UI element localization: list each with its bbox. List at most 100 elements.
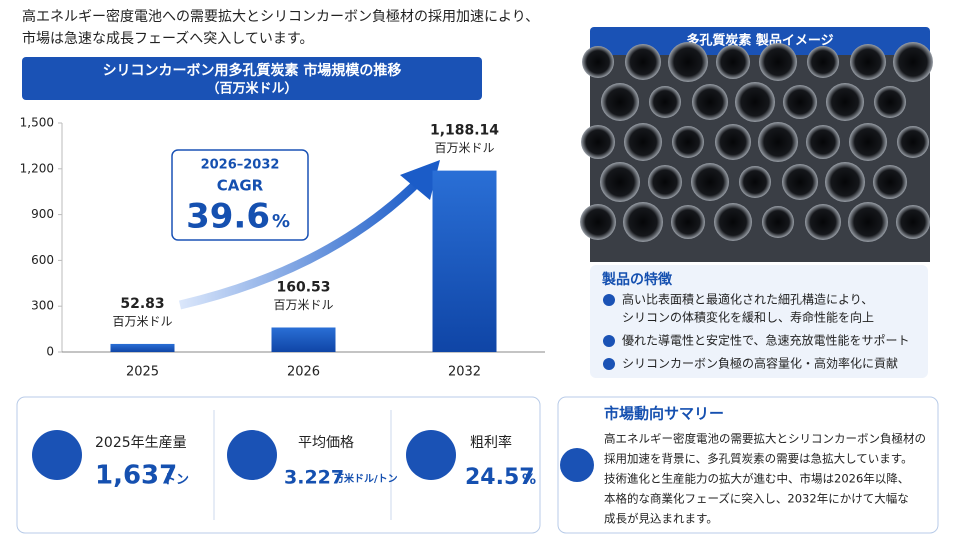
summary-line: 技術進化と生産能力の拡大が進む中、市場は2026年以降、 [604, 472, 909, 486]
pore [825, 162, 865, 202]
pore [671, 205, 705, 239]
cagr-unit: % [272, 211, 290, 232]
feature-text: 優れた導電性と安定性で、急速充放電性能をサポート [622, 333, 910, 348]
pore [668, 42, 708, 82]
arrow-head [400, 160, 440, 200]
pore [758, 122, 798, 162]
pore [691, 163, 729, 201]
kpi-unit: 万米ドル/トン [333, 472, 398, 485]
pore [759, 43, 797, 81]
pore [807, 46, 839, 78]
y-tick-label: 900 [31, 207, 54, 221]
pore [874, 86, 906, 118]
pore [581, 125, 615, 159]
chart-title-banner [22, 57, 482, 100]
pore [580, 204, 616, 240]
kpi-unit: % [522, 472, 536, 488]
x-tick-label: 2026 [287, 365, 320, 380]
profit-icon [406, 430, 456, 480]
pore [805, 204, 841, 240]
pore [806, 125, 840, 159]
kpi-unit: トン [163, 473, 189, 488]
pore [649, 86, 681, 118]
features-box [590, 265, 928, 378]
pore [735, 82, 775, 122]
kpi-value: 1,637 [95, 461, 177, 491]
summary-title: 市場動向サマリー [604, 405, 724, 423]
feature-text: シリコンの体積変化を緩和し、寿命性能を向上 [622, 310, 874, 325]
cagr-period: 2026–2032 [201, 158, 280, 173]
summary-line: 採用加速を背景に、多孔質炭素の需要は急拡大しています。 [604, 452, 913, 466]
value-label: 52.83 [120, 296, 164, 312]
x-tick-label: 2025 [126, 365, 159, 380]
bar [432, 170, 497, 352]
pore [715, 124, 751, 160]
pore [648, 165, 682, 199]
pore [849, 123, 887, 161]
pore [624, 123, 662, 161]
summary-line: 成長が見込まれます。 [604, 512, 718, 526]
chart-subtitle: （百万米ドル） [206, 81, 297, 97]
pore [601, 83, 639, 121]
bar [271, 327, 336, 352]
cagr-value: 39.6 [186, 197, 270, 237]
value-unit: 百万米ドル [434, 141, 494, 155]
y-tick-label: 600 [31, 253, 54, 267]
pore [716, 45, 750, 79]
bar [110, 343, 175, 352]
kpi-value: 3.227 [284, 467, 344, 489]
cagr-box [171, 149, 309, 241]
pore [623, 202, 663, 242]
y-tick-label: 1,200 [20, 161, 54, 175]
check-icon [603, 358, 615, 370]
pore [582, 46, 614, 78]
value-label: 1,188.14 [430, 123, 499, 139]
pore [714, 203, 752, 241]
pore [826, 83, 864, 121]
pore [873, 165, 907, 199]
y-tick-label: 1,500 [20, 116, 54, 130]
pore [739, 166, 771, 198]
header-line: 市場は急速な成長フェーズへ突入しています。 [22, 30, 313, 47]
pore [672, 126, 704, 158]
features-title: 製品の特徴 [601, 271, 673, 288]
pore [897, 126, 929, 158]
header-line: 高エネルギー密度電池への需要拡大とシリコンカーボン負極材の採用加速により、 [22, 8, 539, 25]
pore [600, 162, 640, 202]
check-icon [603, 294, 615, 306]
pores [580, 42, 933, 242]
pore [848, 202, 888, 242]
pore [783, 85, 817, 119]
price-icon [227, 430, 277, 480]
value-label: 160.53 [276, 279, 330, 295]
pore [782, 164, 818, 200]
pore [625, 44, 661, 80]
pore [850, 44, 886, 80]
image-title: 多孔質炭素 製品イメージ [686, 33, 833, 49]
value-unit: 百万米ドル [273, 298, 333, 312]
summary-line: 本格的な商業化フェーズに突入し、2032年にかけて大幅な [604, 492, 909, 506]
summary-line: 高エネルギー密度電池の需要拡大とシリコンカーボン負極材の [604, 432, 926, 446]
feature-text: シリコンカーボン負極の高容量化・高効率化に貢献 [622, 356, 898, 371]
x-tick-label: 2032 [448, 365, 481, 380]
y-tick-label: 300 [31, 299, 54, 313]
features-list: 高い比表面積と最適化された細孔構造により、 シリコンの体積変化を緩和し、寿命性能… [603, 292, 910, 371]
summary-box [557, 396, 939, 534]
feature-text: 高い比表面積と最適化された細孔構造により、 [622, 292, 873, 307]
chart-title: シリコンカーボン用多孔質炭素 市場規模の推移 [103, 62, 402, 79]
y-tick-label: 0 [46, 345, 54, 359]
value-unit: 百万米ドル [112, 314, 172, 328]
pore [893, 42, 933, 82]
pore [762, 206, 794, 238]
kpi-label: 平均価格 [298, 435, 354, 451]
pore [896, 205, 930, 239]
kpi-panel [16, 396, 541, 534]
cagr-label: CAGR [217, 177, 264, 195]
pore [692, 84, 728, 120]
factory-icon [32, 430, 82, 480]
kpi-label: 粗利率 [470, 434, 512, 451]
kpi-value: 24.57 [465, 465, 535, 490]
check-icon [603, 335, 615, 347]
